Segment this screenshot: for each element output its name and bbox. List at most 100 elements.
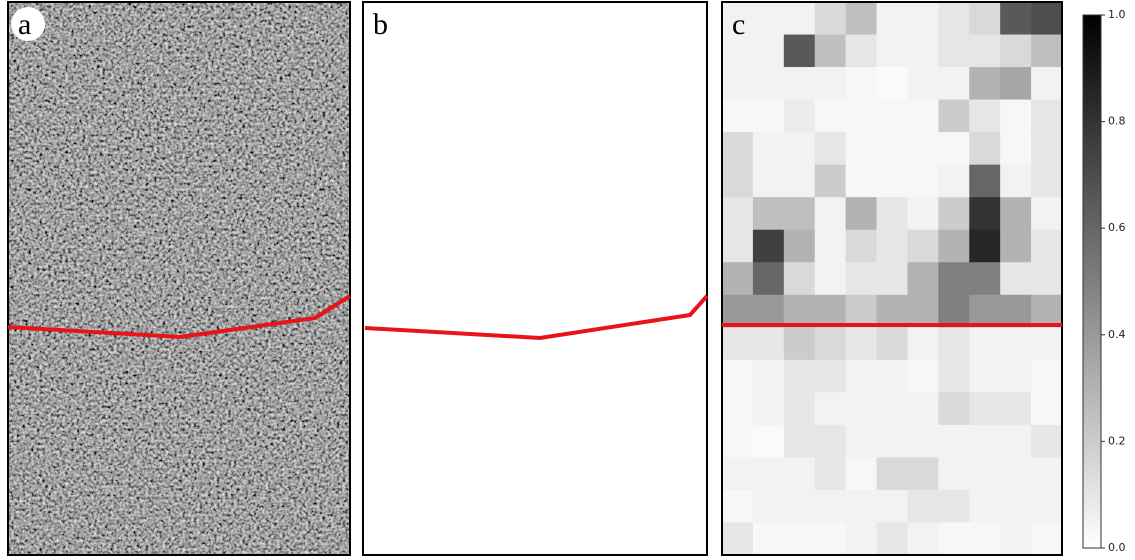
heat-cell [722,262,754,296]
heat-cell [752,262,785,296]
heat-cell [1000,34,1032,68]
heat-cell [752,34,785,68]
heat-cell [783,489,816,523]
heat-cell [876,327,908,361]
heat-cell [814,99,846,133]
heat-cell [814,164,846,198]
heat-cell [1000,99,1032,133]
heat-cell [845,424,877,458]
colorbar-tick-label: 0.0 [1108,541,1126,554]
heat-cell [876,132,908,165]
heat-cell [814,327,846,361]
heat-cell [938,34,970,68]
heat-cell [907,99,939,133]
heat-cell [752,197,785,231]
heat-cell [969,457,1001,491]
heat-cell [907,489,939,523]
heat-cell [752,132,785,165]
heat-cell [783,392,816,426]
heat-cell [722,99,754,133]
heat-cell [907,457,939,491]
heat-cell [722,359,754,393]
heat-cell [722,132,754,165]
heat-cell [845,489,877,523]
heat-cell [783,424,816,458]
heat-cell [969,359,1001,393]
heat-cell [907,229,939,263]
heat-cell [814,489,846,523]
heat-cell [814,197,846,231]
heat-cell [814,67,846,100]
heat-cell [907,132,939,165]
label-bg [11,7,45,41]
heat-cell [814,262,846,296]
heat-cell [1000,359,1032,393]
heat-cell [938,197,970,231]
panel-label: b [373,8,388,41]
heat-cell [969,229,1001,263]
heat-cell [1031,359,1063,393]
heat-cell [938,457,970,491]
heat-cell [722,2,754,35]
heat-cell [783,262,816,296]
colorbar-tick-label: 0.6 [1108,221,1126,234]
heat-cell [783,2,816,35]
heat-cell [783,197,816,231]
heat-cell [907,424,939,458]
heat-cell [969,164,1001,198]
heat-cell [876,457,908,491]
heat-cell [722,294,754,328]
heat-cell [752,424,785,458]
heat-cell [752,327,785,361]
heat-cell [969,2,1001,35]
heat-cell [845,67,877,100]
heat-cell [876,359,908,393]
heat-cell [1000,489,1032,523]
heat-cell [1031,489,1063,523]
heat-cell [722,392,754,426]
heat-cell [1031,197,1063,231]
heat-cell [752,392,785,426]
heat-cell [938,359,970,393]
heat-cell [752,457,785,491]
heat-cell [722,197,754,231]
heat-cell [1031,327,1063,361]
heat-cell [752,294,785,328]
heat-cell [907,294,939,328]
heat-cell [907,34,939,68]
heat-cell [1000,229,1032,263]
heat-cell [938,294,970,328]
heat-cell [1031,67,1063,100]
heat-cell [1000,294,1032,328]
heat-cell [1031,2,1063,35]
heat-cell [722,489,754,523]
heat-cell [876,229,908,263]
heat-cell [1000,424,1032,458]
heat-cell [783,164,816,198]
heat-cell [876,489,908,523]
heat-cell [1000,164,1032,198]
heat-cell [1000,457,1032,491]
heat-cell [938,132,970,165]
heat-cell [907,164,939,198]
colorbar-tick-label: 0.8 [1108,115,1126,128]
heat-cell [845,392,877,426]
panel-frame [721,1,1063,556]
heat-cell [1031,457,1063,491]
heat-cell [814,2,846,35]
heat-cell [1031,262,1063,296]
heat-cell [1000,522,1032,556]
heat-cell [814,294,846,328]
heat-cell [907,262,939,296]
heat-cell [876,34,908,68]
heat-cell [1031,424,1063,458]
heat-cell [938,99,970,133]
heat-cell [907,197,939,231]
heat-cell [876,262,908,296]
heat-cell [1000,262,1032,296]
heat-cell [845,34,877,68]
heat-cell [938,489,970,523]
heat-cell [1031,392,1063,426]
heat-cell [876,392,908,426]
heat-cell [1000,392,1032,426]
